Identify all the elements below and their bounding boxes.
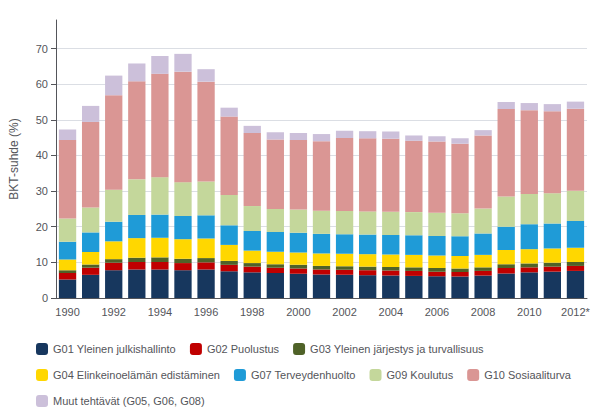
svg-text:70: 70 — [36, 43, 48, 55]
svg-text:1994: 1994 — [148, 306, 172, 318]
svg-text:2008: 2008 — [471, 306, 495, 318]
svg-text:G10 Sosiaaliturva: G10 Sosiaaliturva — [484, 369, 572, 381]
svg-text:30: 30 — [36, 185, 48, 197]
svg-text:Muut tehtävät (G05, G06, G08): Muut tehtävät (G05, G06, G08) — [53, 395, 205, 407]
svg-text:2010: 2010 — [517, 306, 541, 318]
svg-text:G07 Terveydenhuolto: G07 Terveydenhuolto — [251, 369, 355, 381]
svg-text:1990: 1990 — [55, 306, 79, 318]
svg-text:G01 Yleinen julkishallinto: G01 Yleinen julkishallinto — [53, 343, 176, 355]
svg-text:50: 50 — [36, 114, 48, 126]
svg-text:2004: 2004 — [379, 306, 403, 318]
svg-text:G03 Yleinen järjestys ja turva: G03 Yleinen järjestys ja turvallisuus — [310, 343, 484, 355]
svg-text:2000: 2000 — [286, 306, 310, 318]
svg-text:1996: 1996 — [194, 306, 218, 318]
svg-text:40: 40 — [36, 149, 48, 161]
svg-text:60: 60 — [36, 78, 48, 90]
svg-text:1998: 1998 — [240, 306, 264, 318]
svg-text:G09 Koulutus: G09 Koulutus — [387, 369, 454, 381]
svg-text:2006: 2006 — [425, 306, 449, 318]
svg-text:10: 10 — [36, 256, 48, 268]
svg-text:2012*: 2012* — [561, 306, 590, 318]
svg-text:0: 0 — [42, 292, 48, 304]
svg-text:G04 Elinkeinoelämän edistämine: G04 Elinkeinoelämän edistäminen — [53, 369, 220, 381]
svg-text:2002: 2002 — [332, 306, 356, 318]
svg-text:G02 Puolustus: G02 Puolustus — [207, 343, 280, 355]
svg-text:1992: 1992 — [101, 306, 125, 318]
svg-text:BKT-suhde (%): BKT-suhde (%) — [7, 118, 21, 199]
svg-text:20: 20 — [36, 221, 48, 233]
